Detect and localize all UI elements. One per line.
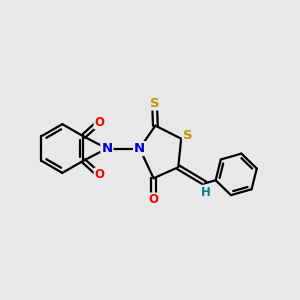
Text: O: O — [148, 194, 159, 206]
Text: N: N — [101, 142, 112, 155]
Text: O: O — [94, 116, 104, 129]
Text: N: N — [134, 142, 145, 155]
Text: O: O — [94, 169, 104, 182]
Text: S: S — [150, 97, 160, 110]
Text: S: S — [183, 129, 193, 142]
Text: H: H — [201, 186, 211, 199]
